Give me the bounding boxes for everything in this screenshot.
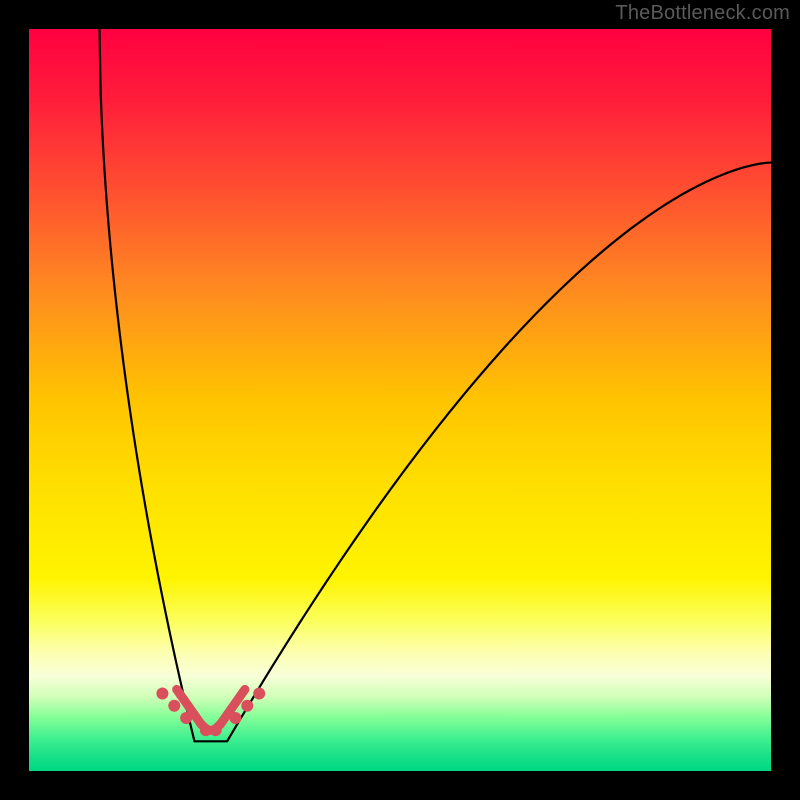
- plot-background-gradient: [29, 29, 771, 771]
- watermark-text: TheBottleneck.com: [615, 2, 790, 25]
- bottleneck-chart: [0, 0, 800, 800]
